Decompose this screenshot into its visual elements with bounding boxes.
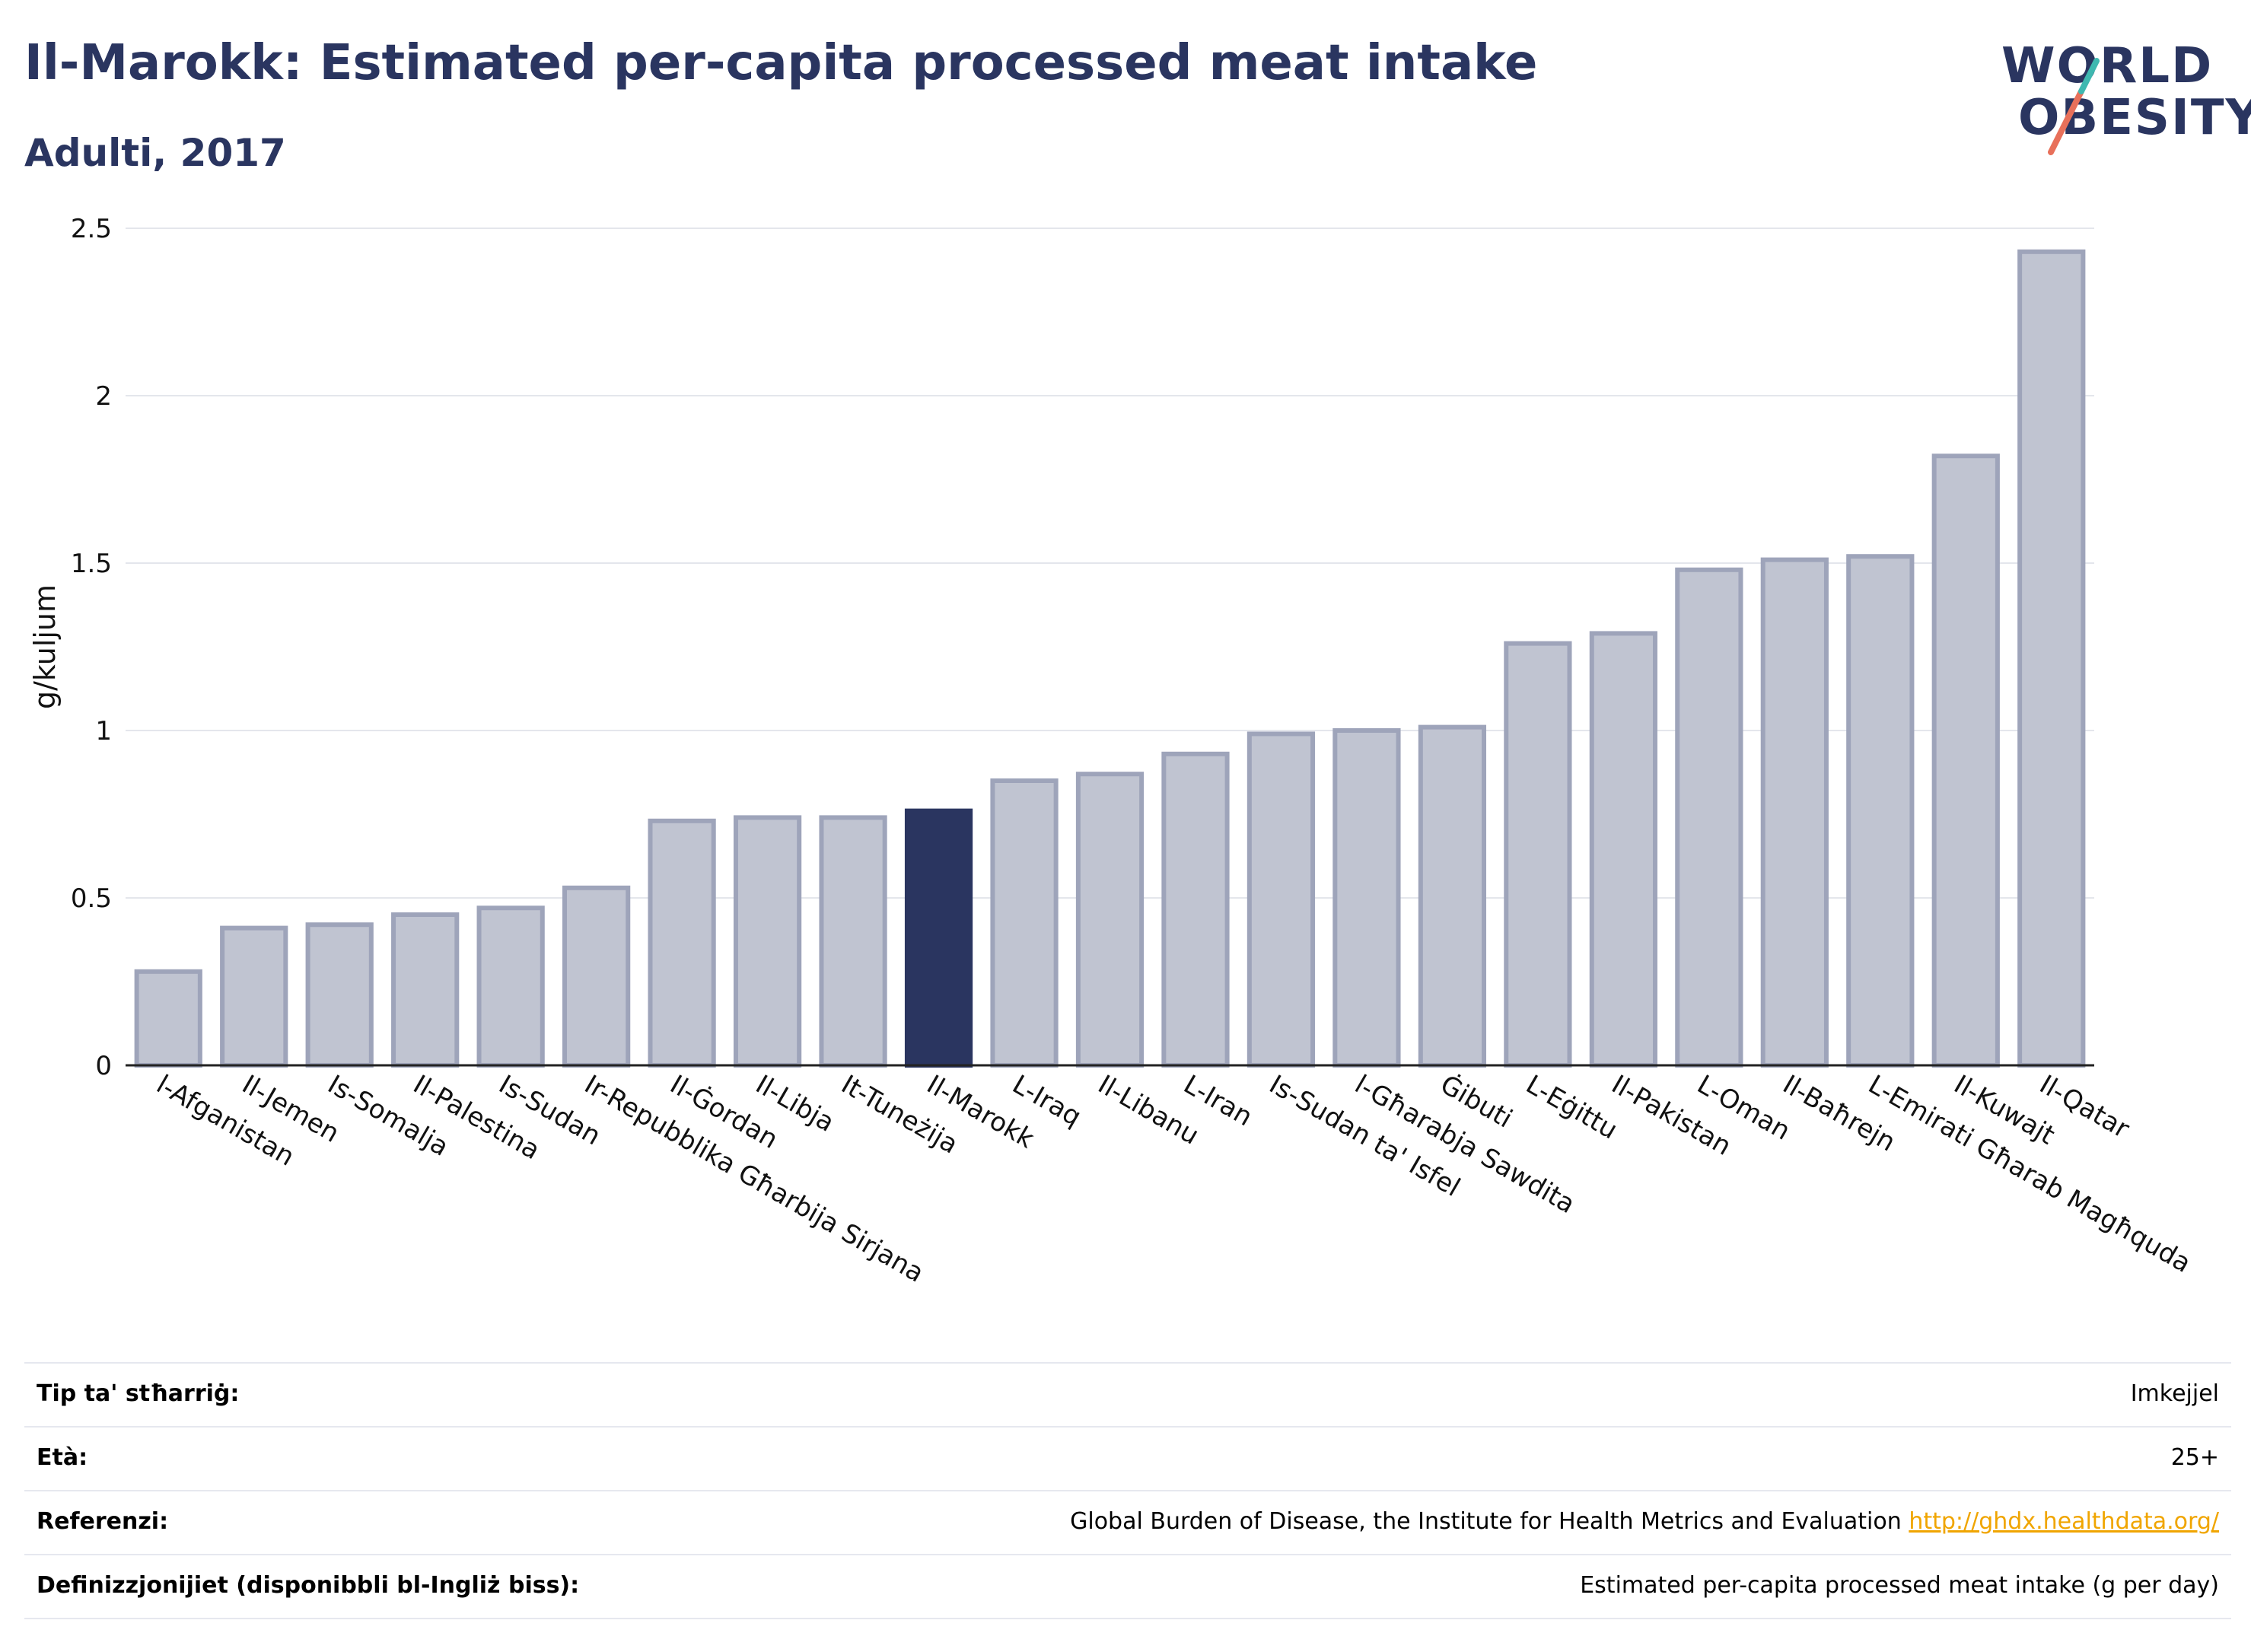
bar (391, 912, 460, 1068)
bar (305, 922, 374, 1068)
bar (1332, 728, 1401, 1068)
chart-subtitle: Adulti, 2017 (24, 131, 286, 175)
bar (2017, 249, 2086, 1068)
bar (648, 818, 716, 1068)
bar (134, 969, 202, 1068)
logo-line-1: WORLD (2001, 38, 2214, 94)
reference-link[interactable]: http://ghdx.healthdata.org/ (1909, 1508, 2219, 1535)
chart-title: Il-Marokk: Estimated per-capita processe… (24, 35, 1538, 91)
bar (220, 925, 288, 1068)
y-tick-label: 1.5 (71, 549, 112, 579)
info-value: Estimated per-capita processed meat inta… (1580, 1572, 2219, 1599)
y-tick-label: 0.5 (71, 883, 112, 914)
bar (1846, 554, 1915, 1068)
bar (904, 808, 973, 1068)
info-table: Tip ta' stħarriġ: Imkejjel Età: 25+ Refe… (24, 1362, 2231, 1619)
info-row-definitions: Definizzjonijiet (disponibbli bl-Ingliż … (24, 1554, 2231, 1619)
info-row-age: Età: 25+ (24, 1426, 2231, 1490)
info-key: Tip ta' stħarriġ: (37, 1380, 240, 1407)
info-key: Definizzjonijiet (disponibbli bl-Ingliż … (37, 1572, 580, 1599)
info-value: 25+ (2170, 1444, 2219, 1471)
y-tick-label: 0 (95, 1051, 112, 1081)
bar (1246, 731, 1316, 1068)
y-tick-label: 1 (95, 716, 112, 746)
info-row-references: Referenzi: Global Burden of Disease, the… (24, 1490, 2231, 1554)
info-key: Referenzi: (37, 1508, 169, 1535)
bar (1418, 724, 1487, 1068)
bar (476, 906, 545, 1068)
bar (1675, 567, 1743, 1068)
bar-chart: 00.511.522.5g/kuljuml-AfganistanIl-Jemen… (28, 214, 2196, 1289)
bar (990, 778, 1059, 1068)
bar (1931, 454, 2000, 1068)
y-tick-label: 2 (95, 381, 112, 412)
bar (733, 815, 802, 1068)
info-value: Global Burden of Disease, the Institute … (1070, 1508, 1902, 1535)
bar (1504, 641, 1572, 1068)
bar (1161, 751, 1230, 1068)
info-value-wrap: Global Burden of Disease, the Institute … (1070, 1508, 2219, 1535)
info-key: Età: (37, 1444, 88, 1471)
bar (1760, 557, 1829, 1068)
bar (1589, 631, 1657, 1068)
y-axis-label: g/kuljum (28, 584, 62, 709)
info-value: Imkejjel (2130, 1380, 2219, 1407)
info-row-survey-type: Tip ta' stħarriġ: Imkejjel (24, 1362, 2231, 1426)
x-tick-label: L-Emirati Għarab Magħquda (1863, 1069, 2195, 1279)
world-obesity-logo: WORLD OBESITY (1979, 23, 2251, 160)
x-tick-label: L-Eġittu (1520, 1069, 1622, 1145)
y-tick-label: 2.5 (71, 214, 112, 244)
logo-slash-icon (2048, 58, 2100, 155)
bar (819, 815, 887, 1068)
bar (1075, 772, 1145, 1068)
bar (562, 885, 631, 1068)
